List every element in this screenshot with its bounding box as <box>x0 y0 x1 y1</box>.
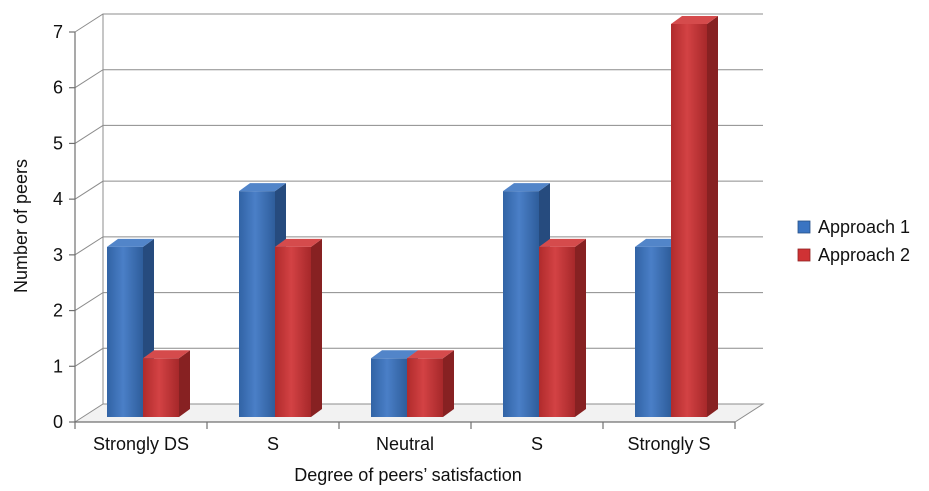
bar-top <box>503 183 550 192</box>
y-tick-label: 7 <box>53 22 63 42</box>
y-tick-label: 3 <box>53 245 63 265</box>
bar-front <box>671 24 707 417</box>
legend-item-1: Approach 1 <box>797 217 910 237</box>
bar-top <box>275 238 322 247</box>
gridline <box>74 180 763 200</box>
legend-swatch <box>797 248 811 262</box>
bar-2 <box>407 350 454 417</box>
bar-front <box>635 246 671 417</box>
y-tick-label: 0 <box>53 412 63 432</box>
gridline <box>74 124 763 144</box>
bar-front <box>407 358 443 417</box>
legend-swatch <box>797 220 811 234</box>
axes-layer: 0 1 2 3 4 5 6 7 Strongly DS S Neutral S Strongly S <box>53 22 736 454</box>
bar-side <box>179 350 190 417</box>
bar-front <box>143 358 179 417</box>
bar-2 <box>671 16 718 417</box>
x-axis-title: Degree of peers’ satisfaction <box>294 465 521 485</box>
x-tick-label: Strongly S <box>627 434 710 454</box>
y-tick-label: 2 <box>53 301 63 321</box>
bar-front <box>539 246 575 417</box>
legend-label: Approach 2 <box>818 245 910 265</box>
x-tick-label: S <box>531 434 543 454</box>
bar-top <box>143 350 190 359</box>
x-tick-label: S <box>267 434 279 454</box>
y-tick-label: 5 <box>53 133 63 153</box>
y-tick-label: 6 <box>53 78 63 98</box>
bar-top <box>539 238 586 247</box>
bar-front <box>371 358 407 417</box>
x-tick-label: Strongly DS <box>93 434 189 454</box>
bar-front <box>503 191 539 417</box>
bar-top <box>107 238 154 247</box>
legend-item-2: Approach 2 <box>797 245 910 265</box>
bar-top <box>371 350 418 359</box>
bar-front <box>107 246 143 417</box>
bar-2 <box>539 238 586 417</box>
bar-front <box>239 191 275 417</box>
bar-top <box>635 238 682 247</box>
y-tick-label: 4 <box>53 189 63 209</box>
bar-top <box>671 16 718 24</box>
y-tick-label: 1 <box>53 356 63 376</box>
bar-top <box>407 350 454 359</box>
gridline <box>74 69 763 89</box>
bar-2 <box>143 350 190 417</box>
bar-side <box>443 350 454 417</box>
legend-label: Approach 1 <box>818 217 910 237</box>
bar-2 <box>275 238 322 417</box>
legend: Approach 1 Approach 2 <box>797 217 910 265</box>
bar-top <box>239 183 286 192</box>
y-axis-title: Number of peers <box>11 159 31 293</box>
bar-side <box>575 238 586 417</box>
bars-layer <box>107 16 718 417</box>
x-tick-label: Neutral <box>376 434 434 454</box>
bar-front <box>275 246 311 417</box>
bar-side <box>707 16 718 417</box>
bar-side <box>311 238 322 417</box>
gridline <box>74 13 763 33</box>
